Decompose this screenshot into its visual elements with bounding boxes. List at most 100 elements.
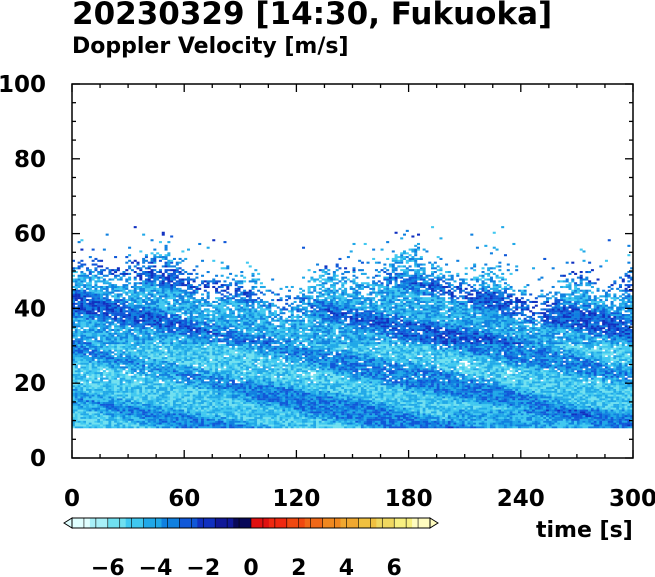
heatmap-cell (144, 355, 148, 358)
heatmap-cell (240, 370, 244, 373)
heatmap-cell (184, 392, 188, 395)
heatmap-cell (130, 304, 134, 307)
heatmap-cell (144, 254, 148, 257)
heatmap-cell (77, 295, 81, 298)
heatmap-cell (217, 401, 221, 404)
heatmap-cell (158, 342, 162, 345)
heatmap-cell (203, 394, 207, 397)
heatmap-cell (240, 371, 244, 375)
heatmap-cell (100, 420, 104, 423)
heatmap-cell (223, 414, 227, 418)
heatmap-cell (223, 385, 227, 388)
heatmap-cell (77, 314, 81, 317)
heatmap-cell (198, 306, 202, 309)
heatmap-cell (133, 289, 137, 292)
heatmap-cell (88, 411, 92, 414)
heatmap-cell (229, 362, 233, 365)
heatmap-cell (77, 297, 81, 300)
heatmap-cell (128, 353, 132, 356)
heatmap-cell (172, 297, 176, 300)
heatmap-cell (156, 274, 160, 277)
heatmap-cell (178, 332, 182, 335)
heatmap-cell (243, 349, 247, 352)
heatmap-cell (80, 291, 84, 294)
heatmap-cell (130, 368, 134, 371)
heatmap-cell (215, 370, 219, 373)
heatmap-cell (170, 272, 174, 275)
heatmap-cell (77, 353, 81, 356)
heatmap-cell (80, 315, 84, 318)
heatmap-cell (172, 424, 176, 427)
heatmap-cell (206, 398, 210, 401)
heatmap-cell (102, 416, 106, 419)
heatmap-cell (133, 420, 137, 423)
heatmap-cell (147, 284, 151, 287)
heatmap-cell (212, 338, 216, 341)
heatmap-cell (108, 390, 112, 393)
heatmap-cell (142, 371, 146, 375)
heatmap-cell (94, 300, 98, 303)
heatmap-cell (184, 377, 188, 380)
heatmap-cell (150, 276, 154, 279)
heatmap-cell (231, 310, 235, 313)
heatmap-cell (153, 398, 157, 401)
heatmap-cell (83, 407, 87, 410)
heatmap-cell (88, 383, 92, 386)
heatmap-cell (116, 278, 120, 281)
heatmap-cell (254, 394, 258, 397)
heatmap-cell (125, 407, 129, 410)
heatmap-cell (158, 394, 162, 397)
heatmap-cell (220, 357, 224, 360)
heatmap-cell (158, 396, 162, 399)
heatmap-cell (102, 418, 106, 421)
heatmap-cell (234, 414, 238, 418)
heatmap-cell (147, 390, 151, 393)
heatmap-cell (203, 375, 207, 378)
heatmap-cell (161, 312, 165, 315)
heatmap-cell (189, 308, 193, 311)
heatmap-cell (108, 353, 112, 356)
heatmap-cell (74, 377, 78, 380)
heatmap-cell (142, 383, 146, 386)
heatmap-cell (220, 398, 224, 401)
heatmap-cell (231, 388, 235, 391)
heatmap-cell (130, 414, 134, 418)
heatmap-cell (251, 293, 255, 296)
heatmap-cell (111, 342, 115, 345)
heatmap-cell (133, 276, 137, 279)
heatmap-cell (215, 381, 219, 384)
heatmap-cell (119, 306, 123, 309)
heatmap-cell (153, 405, 157, 408)
heatmap-cell (150, 269, 154, 272)
heatmap-cell (86, 422, 90, 425)
heatmap-cell (156, 355, 160, 358)
heatmap-cell (111, 302, 115, 305)
heatmap-cell (80, 302, 84, 305)
heatmap-cell (192, 368, 196, 371)
heatmap-cell (181, 358, 185, 361)
heatmap-cell (251, 323, 255, 326)
heatmap-cell (198, 360, 202, 363)
heatmap-cell (111, 317, 115, 320)
heatmap-cell (114, 424, 118, 427)
heatmap-cell (133, 377, 137, 380)
heatmap-cell (248, 413, 252, 416)
heatmap-cell (153, 261, 157, 264)
heatmap-cell (108, 323, 112, 326)
heatmap-cell (198, 366, 202, 369)
heatmap-cell (237, 426, 241, 429)
heatmap-cell (206, 342, 210, 345)
heatmap-cell (251, 371, 255, 375)
heatmap-cell (167, 325, 171, 328)
heatmap-cell (111, 424, 115, 427)
heatmap-cell (119, 289, 123, 292)
heatmap-cell (147, 321, 151, 324)
heatmap-cell (215, 385, 219, 388)
heatmap-cell (128, 297, 132, 300)
heatmap-cell (189, 338, 193, 341)
heatmap-cell (133, 418, 137, 421)
heatmap-cell (172, 310, 176, 313)
heatmap-cell (102, 274, 106, 277)
heatmap-cell (86, 385, 90, 388)
heatmap-cell (133, 373, 137, 376)
